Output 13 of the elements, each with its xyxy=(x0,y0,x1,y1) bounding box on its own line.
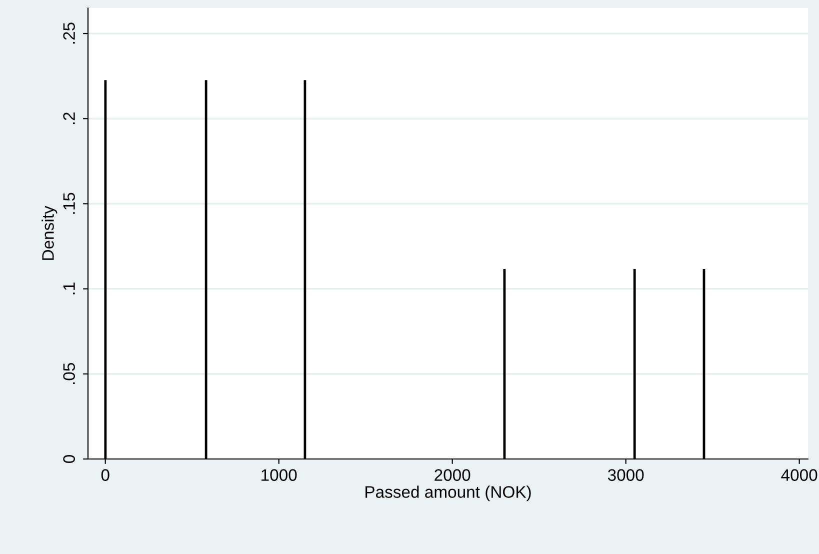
y-tick-label: .25 xyxy=(63,22,75,44)
x-tick-label: 3000 xyxy=(608,469,644,481)
y-tick-label: .1 xyxy=(63,282,75,294)
y-tick-label: .2 xyxy=(63,112,75,124)
x-axis-title: Passed amount (NOK) xyxy=(366,486,531,502)
y-tick-label: 0 xyxy=(63,455,75,463)
y-axis-title: Density xyxy=(42,206,58,260)
x-tick-label: 0 xyxy=(101,469,110,481)
x-tick-label: 4000 xyxy=(781,469,818,481)
x-tick-label: 2000 xyxy=(434,469,470,481)
x-tick-label: 1000 xyxy=(262,469,297,481)
y-tick-label: .05 xyxy=(63,363,75,384)
y-tick-label: .15 xyxy=(63,192,75,214)
